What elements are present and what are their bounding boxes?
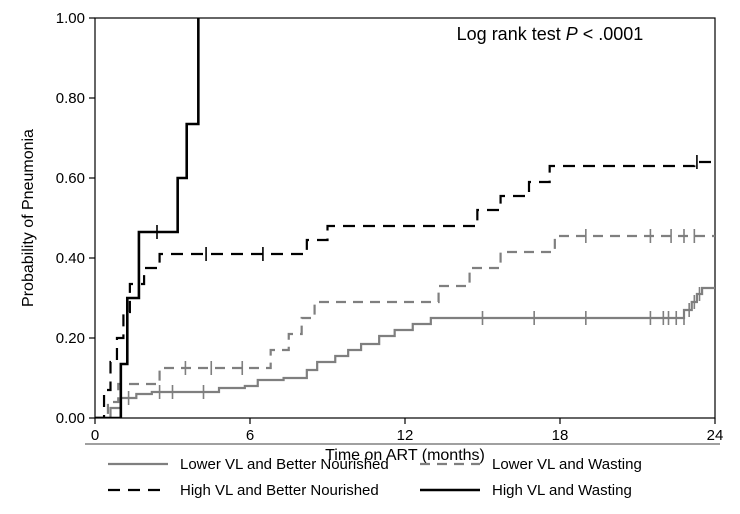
- xtick-label: 24: [707, 427, 724, 444]
- series-lower_vl_wasting: [95, 236, 715, 418]
- ytick-label: 0.40: [56, 250, 85, 267]
- survival-chart: 0.000.200.400.600.801.0006121824Time on …: [0, 0, 740, 514]
- plot-border: [95, 18, 715, 418]
- legend-label: Lower VL and Better Nourished: [180, 456, 389, 473]
- xtick-label: 6: [246, 427, 254, 444]
- y-axis-label: Probability of Pneumonia: [20, 129, 37, 307]
- xtick-label: 12: [397, 427, 414, 444]
- series-high_vl_wasting: [95, 18, 198, 418]
- log-rank-annotation: Log rank test P < .0001: [457, 24, 644, 44]
- series-lower_vl_better: [95, 288, 715, 418]
- series-high_vl_better: [95, 162, 715, 418]
- legend-label: Lower VL and Wasting: [492, 456, 642, 473]
- ytick-label: 1.00: [56, 10, 85, 27]
- legend-label: High VL and Wasting: [492, 482, 632, 499]
- legend-label: High VL and Better Nourished: [180, 482, 379, 499]
- ytick-label: 0.20: [56, 330, 85, 347]
- ytick-label: 0.60: [56, 170, 85, 187]
- ytick-label: 0.00: [56, 410, 85, 427]
- chart-svg: 0.000.200.400.600.801.0006121824Time on …: [0, 0, 740, 514]
- xtick-label: 0: [91, 427, 99, 444]
- xtick-label: 18: [552, 427, 569, 444]
- ytick-label: 0.80: [56, 90, 85, 107]
